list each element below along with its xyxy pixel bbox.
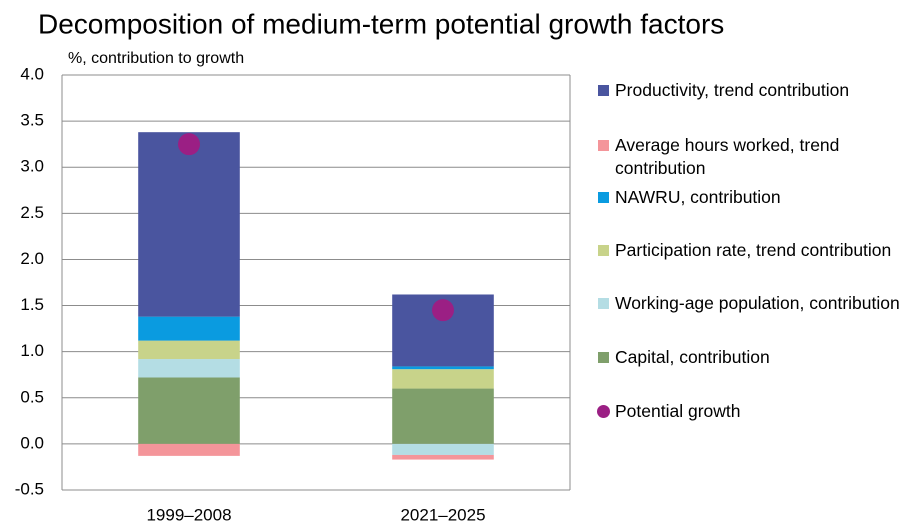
- bar-segment: [138, 132, 240, 317]
- bar-segment: [392, 366, 494, 370]
- legend-item: Working-age population, contribution: [598, 292, 900, 315]
- legend-item: NAWRU, contribution: [598, 186, 900, 209]
- bar-segment: [138, 316, 240, 341]
- y-tick-label: 1.5: [20, 295, 44, 314]
- legend-swatch: [598, 192, 609, 203]
- bar-segment: [138, 340, 240, 360]
- legend-item: Potential growth: [597, 400, 900, 423]
- legend-swatch: [598, 85, 609, 96]
- y-tick-label: 4.0: [20, 64, 44, 83]
- potential-growth-point: [178, 133, 200, 156]
- y-tick-label: 2.5: [20, 203, 44, 222]
- y-tick-label: 0.5: [20, 387, 44, 406]
- legend-item: Capital, contribution: [598, 346, 900, 369]
- x-tick-label: 1999–2008: [146, 505, 231, 524]
- y-tick-label: 1.0: [20, 341, 44, 360]
- bar-segment: [392, 443, 494, 455]
- chart-title: Decomposition of medium-term potential g…: [38, 8, 724, 39]
- legend-label: Productivity, trend contribution: [615, 80, 850, 100]
- bar-segment: [138, 443, 240, 456]
- y-tick-label: -0.5: [15, 479, 44, 498]
- y-tick-label: 3.0: [20, 157, 44, 176]
- legend-label: Capital, contribution: [615, 347, 770, 367]
- y-tick-label: 2.0: [20, 249, 44, 268]
- legend-label: NAWRU, contribution: [615, 187, 781, 207]
- legend-swatch: [598, 245, 609, 256]
- legend-swatch: [598, 298, 609, 309]
- legend-label: Participation rate, trend contribution: [615, 240, 892, 260]
- legend-label: Potential growth: [615, 401, 741, 421]
- x-tick-label: 2021–2025: [400, 505, 485, 524]
- bar-segment: [392, 369, 494, 389]
- subtitle: %, contribution to growth: [68, 50, 244, 67]
- y-tick-label: 0.0: [20, 433, 44, 452]
- potential-growth-point: [432, 299, 454, 322]
- legend-swatch: [597, 405, 610, 418]
- y-tick-label: 3.5: [20, 111, 44, 130]
- bar-segment: [138, 359, 240, 378]
- bar-segment: [138, 377, 240, 444]
- legend-swatch: [598, 140, 609, 151]
- legend-item: Productivity, trend contribution: [598, 79, 900, 102]
- legend-item: Average hours worked, trend contribution: [598, 134, 900, 180]
- legend-label: Average hours worked, trend contribution: [615, 135, 840, 178]
- legend-label: Working-age population, contribution: [615, 293, 900, 313]
- bar-segment: [392, 388, 494, 444]
- legend-item: Participation rate, trend contribution: [598, 239, 900, 262]
- bar-segment: [392, 454, 494, 460]
- legend-swatch: [598, 352, 609, 363]
